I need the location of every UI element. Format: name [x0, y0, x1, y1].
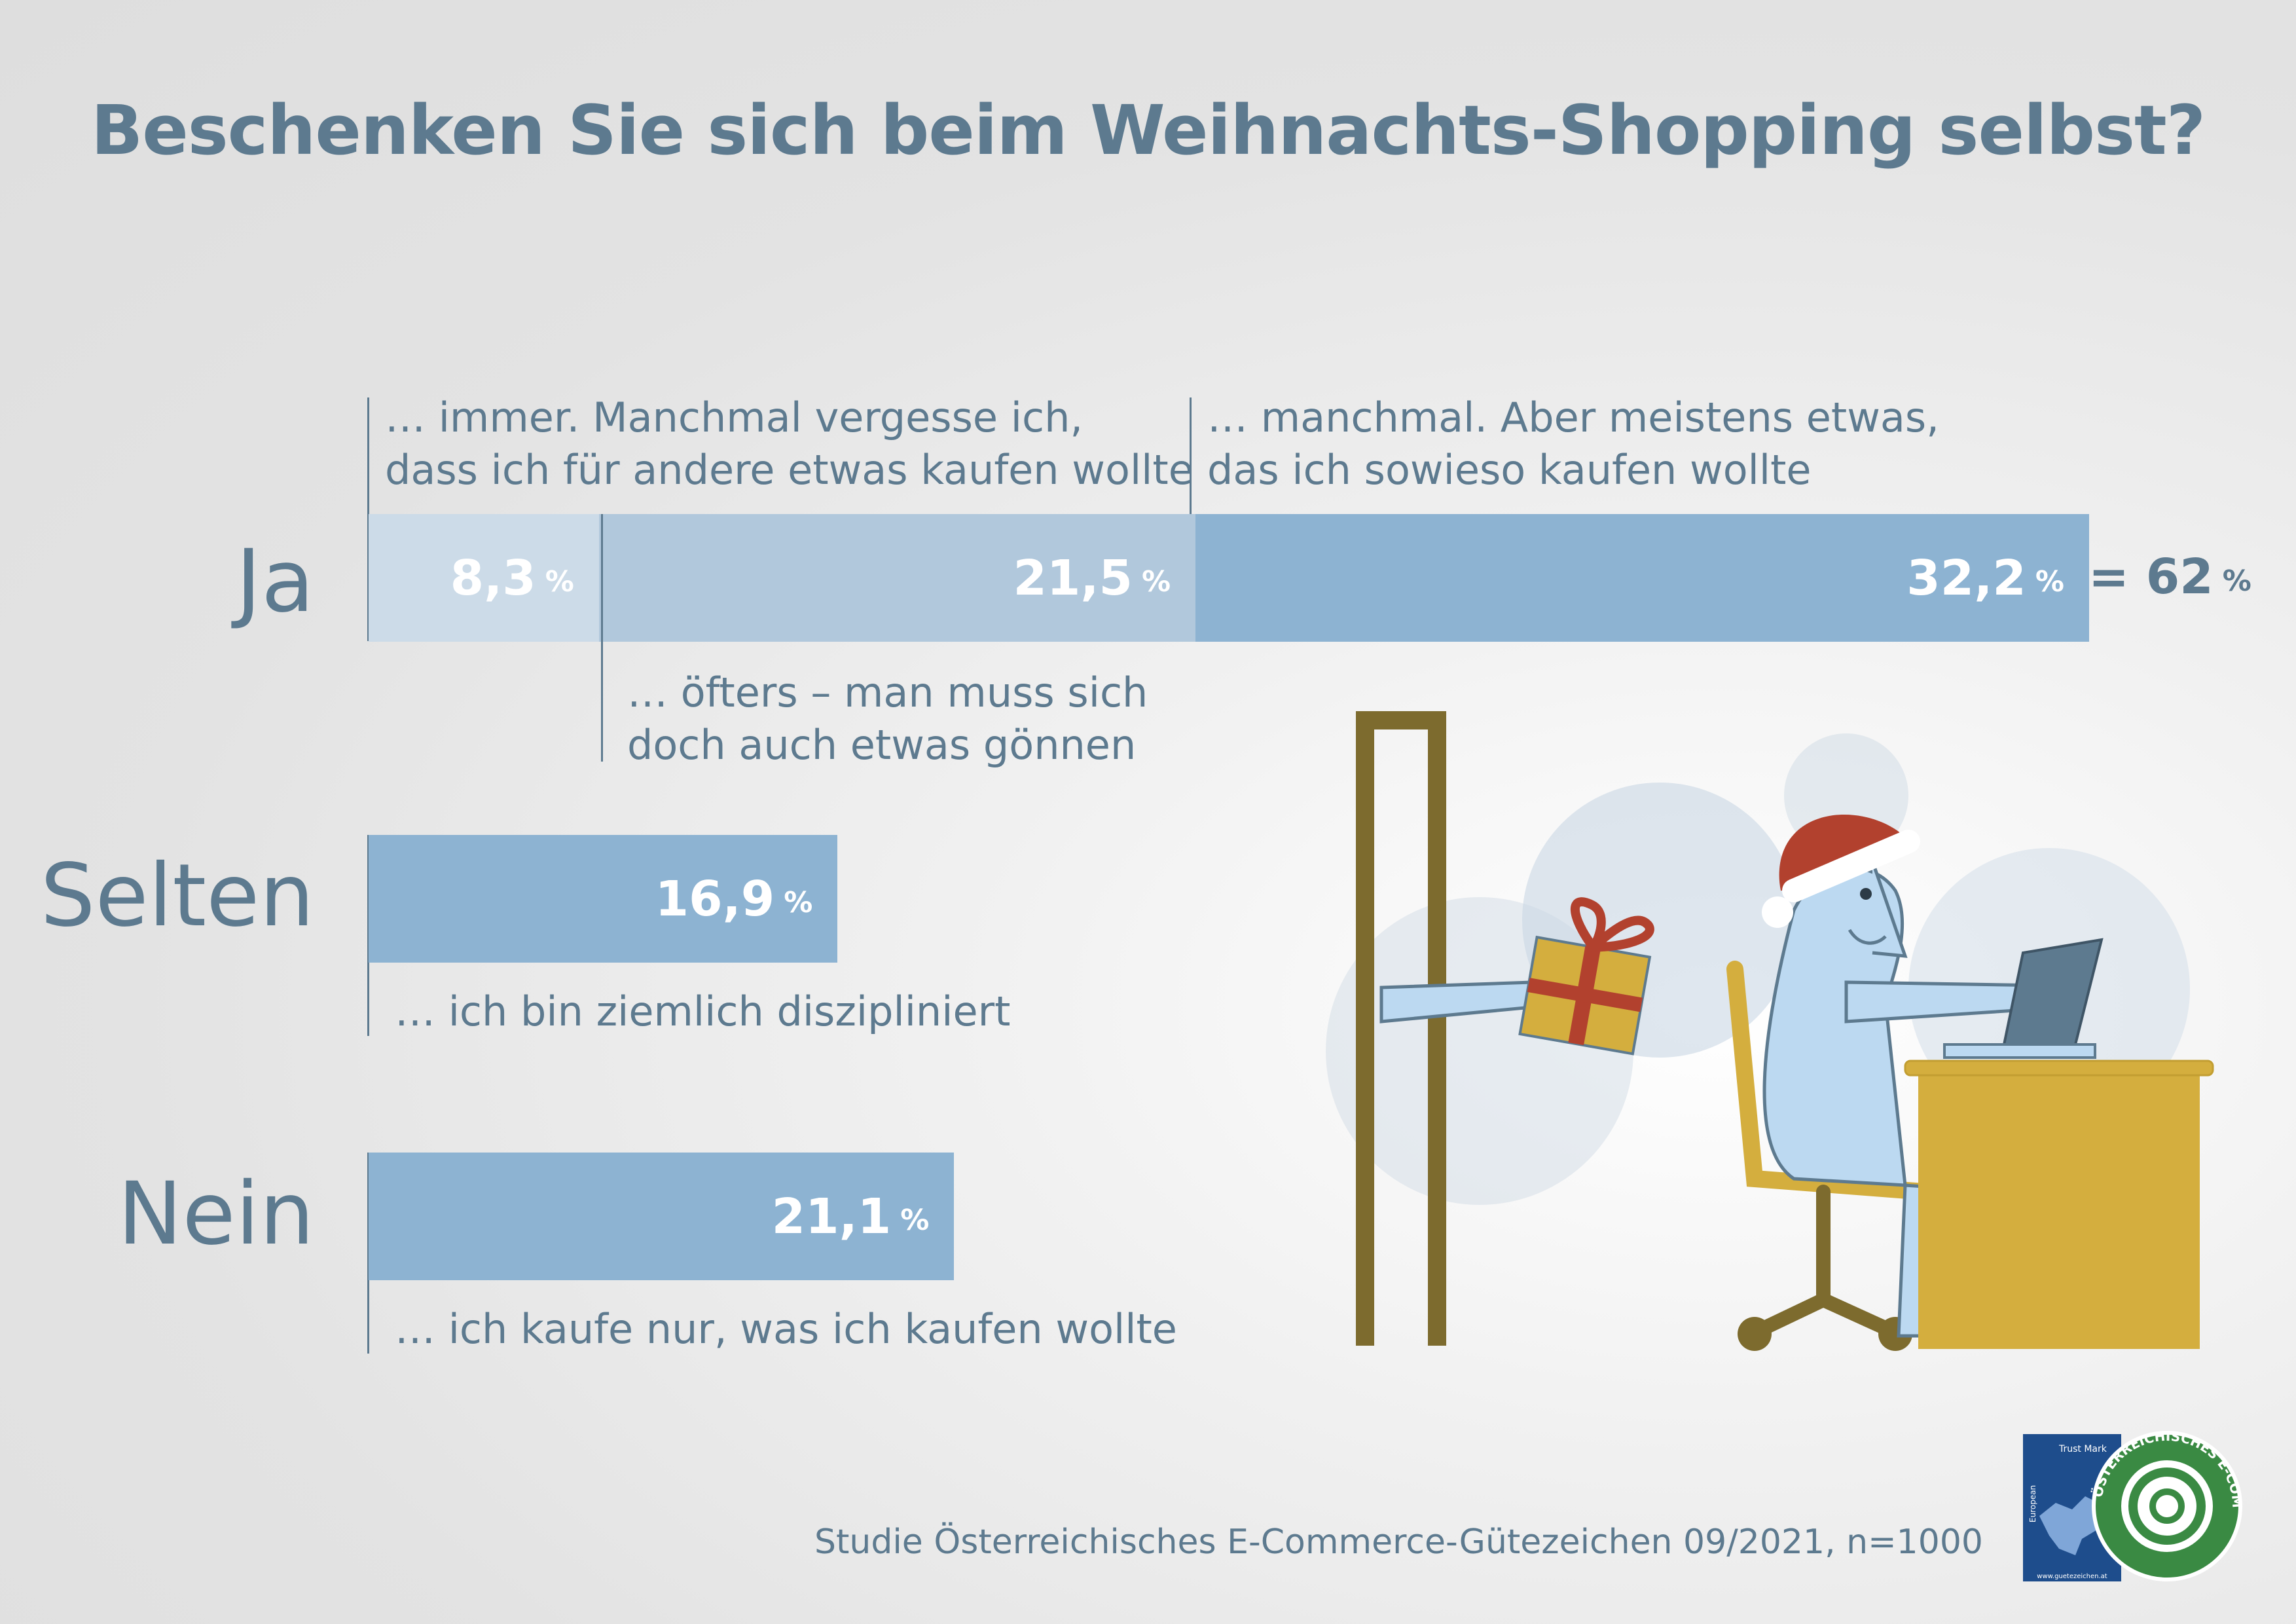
chair: [1726, 961, 1933, 1200]
note-nein: … ich kaufe nur, was ich kaufen wollte: [395, 1305, 1177, 1353]
desk: [1918, 1061, 2200, 1349]
bracket-line-nein: [367, 1153, 369, 1354]
row-label-ja: Ja: [236, 531, 314, 632]
value-ja-immer: 8,3: [450, 549, 536, 606]
bracket-line-selten: [367, 835, 369, 1036]
unit-ja-manchmal: %: [2035, 565, 2064, 599]
note-oefters-line2: doch auch etwas gönnen: [627, 721, 1137, 769]
value-ja-manchmal: 32,2: [1906, 549, 2026, 606]
note-immer-line1: … immer. Manchmal vergesse ich,: [385, 394, 1084, 441]
bar-nein: 21,1%: [369, 1153, 955, 1280]
bar-ja-manchmal: 32,2%: [1195, 514, 2089, 642]
person-mouth: [1848, 929, 1887, 945]
note-oefters-line1: … öfters – man muss sich: [627, 669, 1148, 716]
bar-ja-oefters: 21,5%: [598, 514, 1196, 642]
total-ja: = 62%: [2088, 549, 2251, 605]
value-nein: 21,1: [771, 1188, 892, 1245]
value-selten: 16,9: [655, 870, 775, 927]
unit-ja-immer: %: [545, 565, 574, 599]
source-note: Studie Österreichisches E-Commerce-Gütez…: [814, 1522, 1983, 1562]
bracket-line-immer: [367, 397, 369, 641]
trust-mark-european: European: [2028, 1485, 2037, 1522]
note-selten: … ich bin ziemlich diszipliniert: [395, 987, 1011, 1035]
trust-mark-text: Trust Mark: [2058, 1444, 2107, 1454]
bracket-line-oefters: [601, 514, 603, 762]
row-label-selten: Selten: [40, 845, 314, 946]
bar-ja-immer: 8,3%: [369, 514, 599, 642]
gift-icon: [1518, 897, 1654, 1056]
unit-selten: %: [784, 886, 813, 919]
person-nose: [1870, 860, 1908, 958]
christmas-shopping-illustration: [1326, 711, 2214, 1351]
person-eye: [1860, 888, 1872, 900]
note-manchmal-line2: das ich sowieso kaufen wollte: [1207, 446, 1812, 494]
chair-leg: [1747, 1185, 1903, 1340]
row-label-nein: Nein: [117, 1164, 314, 1264]
total-ja-unit: %: [2222, 564, 2251, 598]
trust-mark-url: www.guetezeichen.at: [2037, 1573, 2107, 1580]
unit-nein: %: [900, 1204, 930, 1237]
door-frame: [1356, 711, 1446, 1346]
total-ja-value: = 62: [2088, 549, 2214, 605]
chart-title: Beschenken Sie sich beim Weihnachts-Shop…: [90, 90, 2206, 170]
bar-selten: 16,9%: [369, 835, 838, 963]
trustmark-logo: Trust Mark www.guetezeichen.at European …: [2020, 1424, 2242, 1581]
unit-ja-oefters: %: [1142, 565, 1171, 599]
note-manchmal-line1: … manchmal. Aber meistens etwas,: [1207, 394, 1939, 441]
europe-map-icon: [2039, 1496, 2105, 1555]
note-immer-line2: dass ich für andere etwas kaufen wollte: [385, 446, 1194, 494]
value-ja-oefters: 21,5: [1013, 549, 1133, 606]
